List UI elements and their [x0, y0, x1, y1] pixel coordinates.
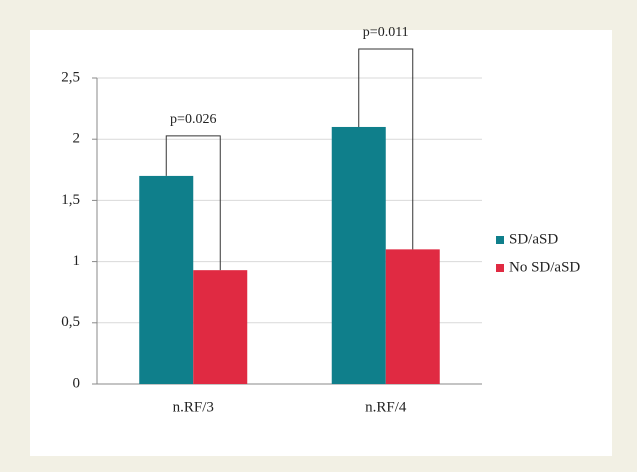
annotation: p=0.011 [363, 25, 409, 40]
significance-bracket [358, 48, 414, 250]
bar [385, 249, 440, 384]
x-tick-label: n.RF/3 [173, 399, 214, 415]
chart-panel [30, 30, 612, 456]
y-tick-label: 0,5 [61, 314, 80, 330]
y-tick-label: 0 [73, 375, 81, 391]
y-tick-label: 2 [73, 131, 81, 147]
x-tick-label: n.RF/4 [365, 399, 407, 415]
legend-label: SD/aSD [509, 231, 558, 247]
y-tick-label: 1 [73, 253, 81, 269]
bar [139, 175, 194, 384]
y-tick-label: 1,5 [61, 192, 80, 208]
legend-label: No SD/aSD [509, 259, 580, 275]
annotation: p=0.026 [170, 112, 216, 127]
legend-swatch [496, 236, 504, 244]
bar [193, 270, 248, 384]
y-tick-label: 2,5 [61, 69, 80, 85]
significance-bracket [165, 135, 221, 271]
legend-swatch [496, 264, 504, 272]
bar [331, 126, 386, 385]
